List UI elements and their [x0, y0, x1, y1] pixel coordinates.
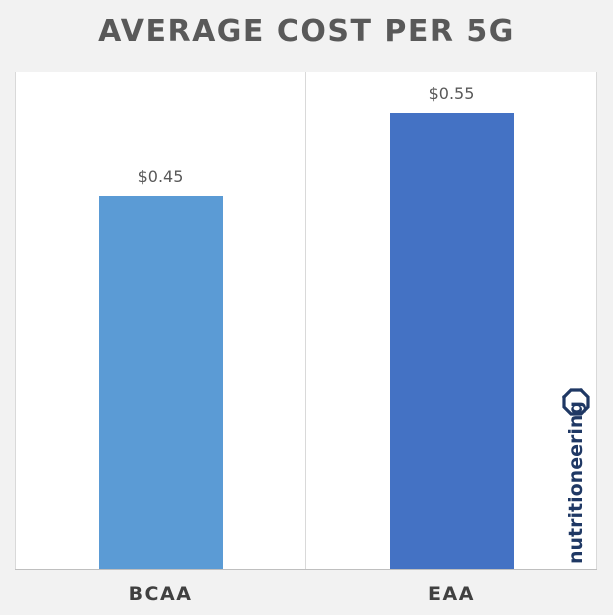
category-divider: [305, 72, 306, 570]
bar-bcaa: [98, 196, 223, 569]
data-label-eaa: $0.55: [428, 84, 475, 104]
category-label-eaa: EAA: [428, 583, 475, 605]
brand-wordmark: nutritioneering: [565, 401, 587, 564]
data-label-bcaa: $0.45: [137, 167, 184, 187]
category-label-bcaa: BCAA: [128, 583, 193, 605]
x-axis-line: [15, 569, 597, 570]
bar-eaa: [389, 113, 514, 569]
plot-border-left: [15, 72, 16, 570]
brand-logo: nutritioneering: [560, 388, 592, 564]
chart-title: AVERAGE COST PER 5G: [98, 14, 515, 49]
octagon-ring-icon: [562, 388, 590, 416]
plot-border-right: [596, 72, 597, 570]
